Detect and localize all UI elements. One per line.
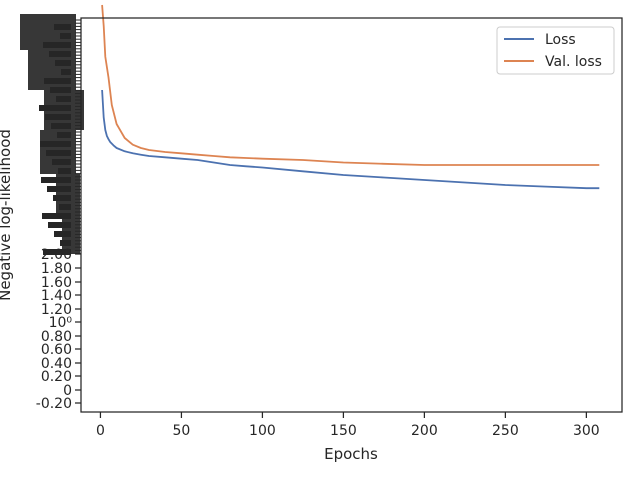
y-axis-overlapping-tick-labels [20,14,84,255]
overlapping-label-fragment [46,150,71,156]
overlapping-label-fragment [57,132,71,138]
overlapping-label-fragment [58,168,71,174]
overlapping-label-fragment [59,204,71,210]
overlapping-label-fragment [48,222,71,228]
overlapping-label-fragment [56,96,71,102]
x-tick-label: 50 [173,423,191,439]
overlapping-label-fragment [51,123,71,129]
series-line-val-loss [101,4,600,166]
overlapping-label-fragment [39,105,71,111]
y-tick-label: 0.20 [41,369,72,385]
overlapping-label-fragment [52,159,71,165]
overlapping-label-fragment [53,195,71,201]
overlapping-label-fragment [41,177,71,183]
y-tick-label: 0.80 [41,329,72,345]
x-axis-ticks: 0 50 100 150 200 250 300 [96,412,600,439]
overlapping-label-fragment [50,87,71,93]
overlapping-label-fragment [42,213,71,219]
overlapping-label-fragment [40,141,71,147]
overlapping-label-fragment [43,249,71,255]
legend-label-loss: Loss [545,32,576,48]
plot-frame [80,17,623,413]
x-axis-label: Epochs [324,445,378,463]
series-line-loss [101,89,600,190]
overlapping-label-fragment [44,78,71,84]
overlapping-label-fragment [49,51,71,57]
y-tick-label: -0.20 [36,396,72,412]
y-axis-ticks: 2.001.801.601.401.2010⁰0.800.600.400.200… [36,247,81,412]
overlapping-label-fragment [43,42,71,48]
overlapping-label-fragment [54,231,71,237]
legend-label-val-loss: Val. loss [545,54,602,70]
overlapping-label-fragment [45,114,71,120]
overlapping-label-fragment [60,240,71,246]
overlapping-label-fragment [61,69,71,75]
y-tick-label: 0.60 [41,342,72,358]
y-tick-label: 1.20 [41,302,72,318]
overlapping-label-fragment [55,60,71,66]
series-lines [101,4,600,190]
y-tick-label: 2.00 [41,247,72,263]
y-tick-label: 0.40 [41,356,72,372]
x-tick-label: 200 [411,423,438,439]
y-tick-label: 1.40 [41,288,72,304]
y-tick-label: 1.80 [41,261,72,277]
y-tick-label: 0 [63,383,72,399]
x-tick-label: 300 [573,423,600,439]
y-axis-label: Negative log-likelihood [0,129,14,301]
legend: Loss Val. loss [496,26,615,75]
x-tick-label: 0 [96,423,105,439]
overlapping-label-fragment [47,186,71,192]
overlapping-label-fragment [60,33,71,39]
overlapping-label-fragment [54,24,71,30]
y-tick-label: 1.60 [41,275,72,291]
x-tick-label: 250 [492,423,519,439]
x-tick-label: 150 [330,423,357,439]
y-tick-label: 10⁰ [49,315,73,331]
x-tick-label: 100 [249,423,276,439]
